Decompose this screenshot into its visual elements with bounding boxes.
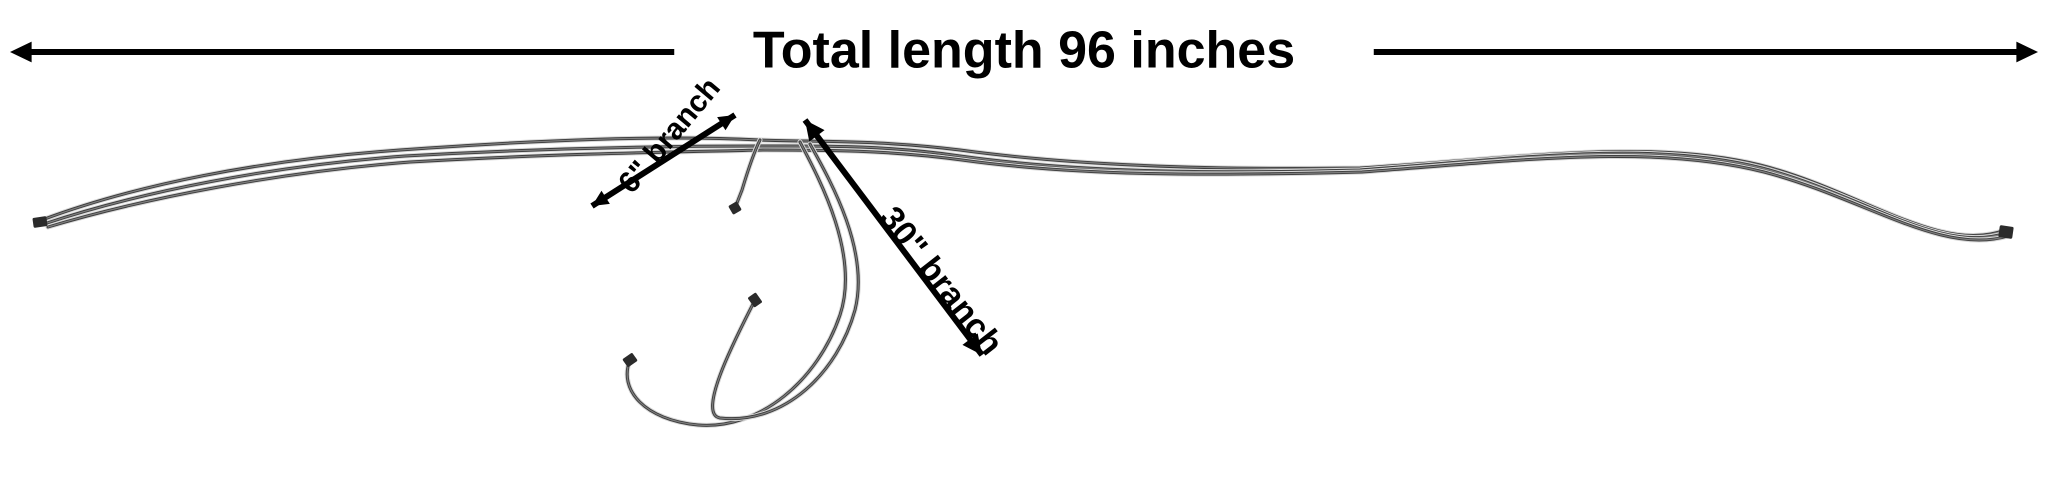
cable-connector-0	[32, 216, 47, 228]
total-length-label: Total length 96 inches	[753, 21, 1295, 79]
cable-connector-1	[1998, 225, 2014, 239]
